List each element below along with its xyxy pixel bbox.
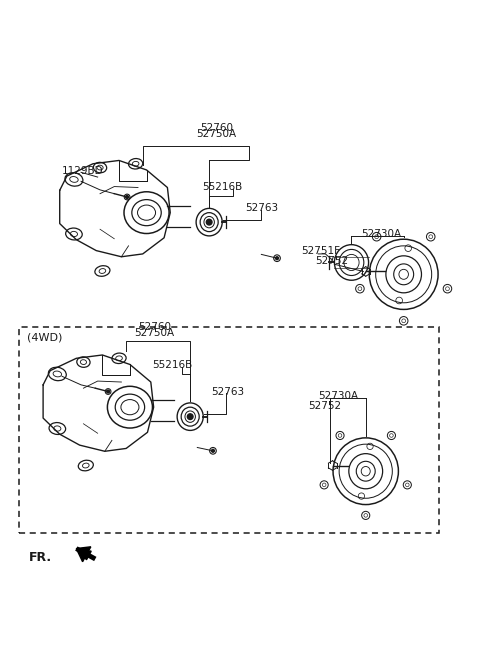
Circle shape	[206, 219, 212, 225]
Text: 52751F: 52751F	[301, 245, 340, 255]
Circle shape	[187, 414, 193, 419]
Text: FR.: FR.	[29, 551, 52, 564]
Circle shape	[212, 450, 215, 452]
Text: 52752: 52752	[315, 256, 348, 266]
Text: 52752: 52752	[308, 401, 341, 411]
Polygon shape	[76, 547, 91, 562]
Text: (4WD): (4WD)	[26, 332, 62, 342]
Circle shape	[126, 196, 129, 198]
Text: 52760: 52760	[200, 123, 233, 133]
Text: 55216B: 55216B	[152, 360, 192, 370]
Circle shape	[276, 257, 278, 259]
Text: 52763: 52763	[212, 387, 245, 397]
Text: 52730A: 52730A	[361, 228, 401, 239]
Text: 52750A: 52750A	[196, 128, 236, 138]
Text: 52750A: 52750A	[134, 328, 175, 338]
Circle shape	[107, 390, 109, 393]
Text: 52763: 52763	[245, 203, 278, 213]
Text: 52730A: 52730A	[318, 391, 359, 401]
Text: 55216B: 55216B	[202, 181, 242, 192]
Text: 52760: 52760	[138, 322, 171, 332]
Text: 1129BD: 1129BD	[62, 166, 104, 176]
